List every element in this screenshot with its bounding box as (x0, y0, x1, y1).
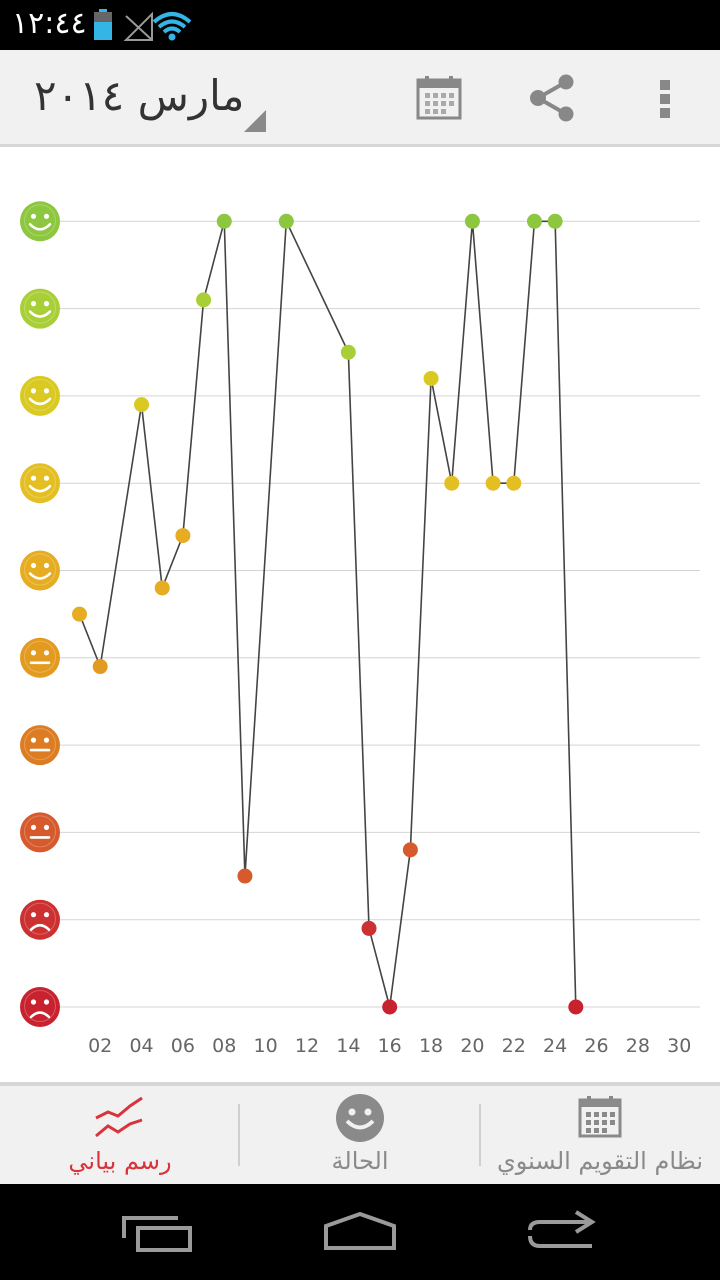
nav-bar (0, 1184, 720, 1280)
data-point (361, 920, 377, 936)
status-time: ١٢:٤٤ (12, 6, 87, 41)
series-line (78, 218, 577, 1008)
dropdown-indicator-icon (244, 110, 266, 132)
data-point (154, 580, 170, 596)
x-tick-label: 10 (254, 1035, 278, 1057)
data-point (526, 213, 542, 229)
x-tick-label: 02 (88, 1035, 112, 1057)
data-point (175, 528, 191, 544)
calendar-grid-icon (578, 1096, 622, 1138)
action-bar: مارس ٢٠١٤ (0, 50, 720, 147)
data-point (196, 292, 212, 308)
tab-divider (238, 1104, 240, 1166)
x-tick-label: 08 (212, 1035, 236, 1057)
x-tick-label: 14 (336, 1035, 360, 1057)
month-title[interactable]: مارس ٢٠١٤ (34, 71, 245, 120)
data-point (237, 868, 253, 884)
data-point (485, 475, 501, 491)
overflow-menu-icon[interactable] (654, 76, 676, 122)
data-point (402, 842, 418, 858)
mood-face-smile-icon (20, 375, 60, 416)
x-tick-label: 16 (378, 1035, 402, 1057)
x-tick-label: 30 (667, 1035, 691, 1057)
mood-chart: 02 04 06 08 10 12 14 16 18 20 22 24 26 28 30 (0, 147, 720, 1082)
cell-signal-icon (123, 11, 153, 41)
mood-line-chart: 02 04 06 08 10 12 14 16 18 20 22 24 26 28 30 (20, 201, 700, 1057)
x-tick-label: 20 (460, 1035, 484, 1057)
data-point (444, 475, 460, 491)
tab-status-label: الحالة (331, 1147, 389, 1175)
tab-chart-label: رسم بياني (68, 1147, 172, 1175)
data-point (340, 344, 356, 360)
mood-face-smile-icon (20, 463, 60, 504)
mood-face-sad-icon (20, 899, 60, 940)
data-point (72, 606, 87, 622)
data-point (547, 213, 563, 229)
mood-face-sad-icon (20, 987, 60, 1027)
mood-face-neutral-icon (20, 725, 60, 766)
data-point (134, 397, 150, 413)
mood-face-smile-icon (20, 201, 60, 242)
data-point (278, 213, 294, 229)
data-point (506, 475, 522, 491)
mood-face-smile-icon (20, 288, 60, 329)
bottom-tabs: رسم بياني الحالة نظام التقويم السنوي (0, 1082, 720, 1184)
x-tick-label: 04 (129, 1035, 153, 1057)
tab-yearly-calendar-label: نظام التقويم السنوي (496, 1147, 704, 1175)
back-icon[interactable] (524, 1210, 598, 1254)
data-point (568, 999, 584, 1015)
home-icon[interactable] (320, 1210, 400, 1254)
share-icon[interactable] (528, 74, 576, 122)
x-tick-label: 24 (543, 1035, 567, 1057)
status-bar: ١٢:٤٤ (0, 0, 720, 50)
data-point (216, 213, 232, 229)
x-tick-label: 18 (419, 1035, 443, 1057)
tab-chart[interactable]: رسم بياني (0, 1086, 240, 1184)
data-point (464, 213, 480, 229)
data-point (382, 999, 398, 1015)
smiley-icon (336, 1094, 384, 1142)
data-point (423, 370, 439, 386)
x-tick-label: 12 (295, 1035, 319, 1057)
data-point (92, 659, 108, 675)
x-tick-label: 22 (502, 1035, 526, 1057)
wifi-icon (152, 12, 192, 41)
x-tick-label: 28 (626, 1035, 650, 1057)
tab-yearly-calendar[interactable]: نظام التقويم السنوي (480, 1086, 720, 1184)
mood-face-neutral-icon (20, 637, 60, 678)
tab-divider (479, 1104, 481, 1166)
chart-icon (95, 1096, 143, 1138)
x-tick-label: 26 (584, 1035, 608, 1057)
tab-status[interactable]: الحالة (240, 1086, 480, 1184)
status-icons (94, 9, 192, 41)
mood-face-neutral-icon (20, 812, 60, 853)
mood-face-smile-icon (20, 550, 60, 591)
battery-icon (94, 9, 112, 40)
calendar-icon[interactable] (416, 74, 464, 122)
x-tick-label: 06 (171, 1035, 195, 1057)
recent-apps-icon[interactable] (120, 1214, 196, 1254)
